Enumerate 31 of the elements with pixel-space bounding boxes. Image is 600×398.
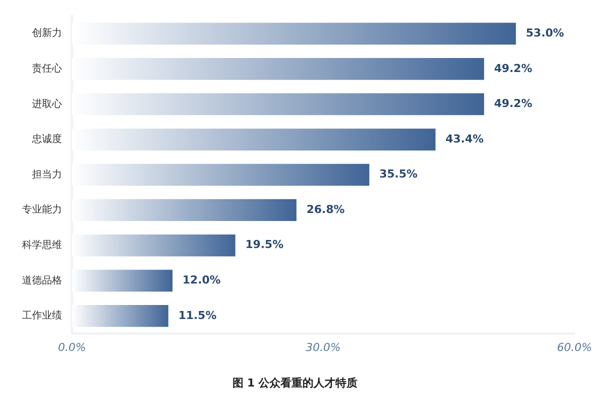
y-tick-label: 责任心 <box>32 62 62 75</box>
y-tick-label: 担当力 <box>32 168 62 180</box>
y-tick-label: 忠诚度 <box>31 133 62 146</box>
data-label: 19.5% <box>245 238 284 252</box>
bar <box>72 234 236 256</box>
data-label: 53.0% <box>526 26 564 40</box>
bar <box>72 128 436 150</box>
data-label: 35.5% <box>379 168 418 181</box>
data-label: 26.8% <box>306 202 345 216</box>
y-tick-label: 道德品格 <box>22 274 62 286</box>
bar <box>72 305 168 327</box>
data-label: 49.2% <box>494 62 532 75</box>
x-tick-label: 60.0% <box>557 341 592 354</box>
data-label: 49.2% <box>494 97 532 110</box>
x-tick-label: 30.0% <box>306 341 341 354</box>
bar <box>72 270 173 292</box>
bar <box>72 22 516 45</box>
data-label: 12.0% <box>182 274 221 287</box>
y-tick-label: 科学思维 <box>22 238 62 251</box>
data-label: 11.5% <box>178 308 216 322</box>
data-label: 43.4% <box>445 132 484 146</box>
y-tick-label: 进取心 <box>32 98 62 110</box>
bar <box>72 164 370 186</box>
x-tick-label: 0.0% <box>58 341 86 354</box>
bar <box>72 58 484 80</box>
bar <box>72 93 484 116</box>
bar <box>72 199 296 222</box>
y-tick-label: 工作业绩 <box>22 310 62 322</box>
text: 图 1 公众看重的人才特质 <box>232 376 358 390</box>
y-tick-label: 专业能力 <box>22 204 62 216</box>
y-tick-label: 创新力 <box>32 27 62 40</box>
